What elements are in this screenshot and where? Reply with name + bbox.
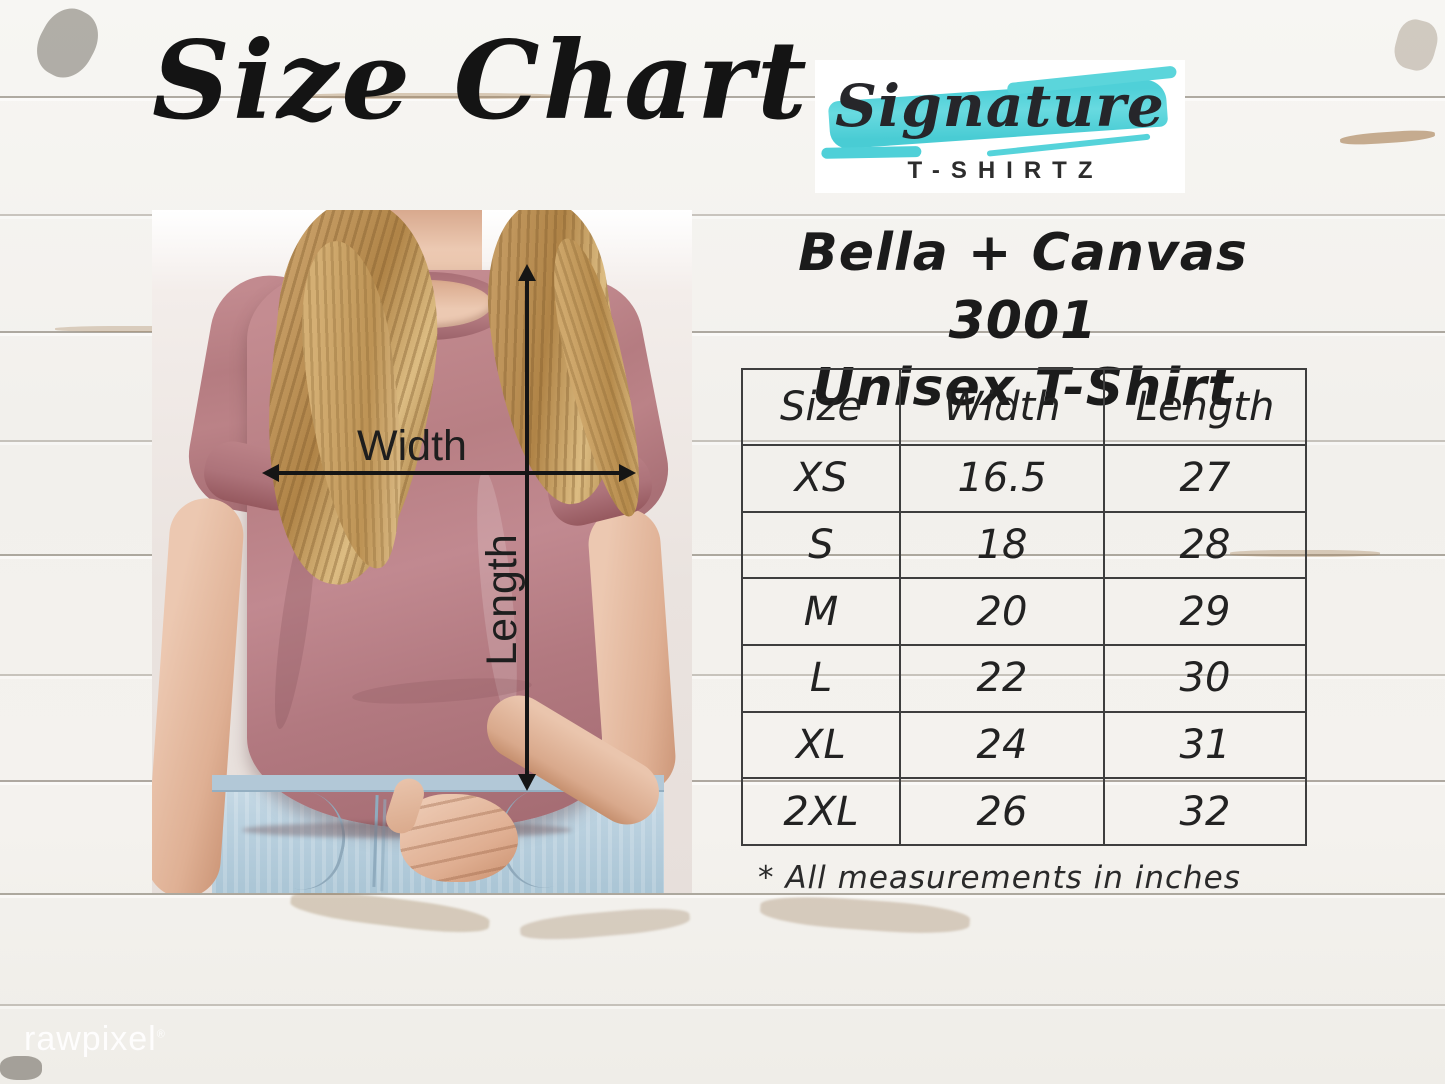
table-row: XL 24 31 [741, 710, 1307, 780]
column-header-width: Width [899, 368, 1105, 446]
brand-logo: Signature T-SHIRTZ [815, 60, 1185, 193]
size-table: Size Width Length XS 16.5 27 S 18 28 M 2… [741, 368, 1307, 846]
size-cell: L [741, 643, 901, 713]
size-cell: XL [741, 710, 901, 780]
brand-name: Signature [835, 72, 1165, 140]
wood-distress-mark [1390, 15, 1442, 75]
table-row: XS 16.5 27 [741, 444, 1307, 513]
width-cell: 20 [899, 577, 1105, 646]
table-row: S 18 28 [741, 510, 1307, 580]
width-cell: 16.5 [899, 444, 1105, 513]
length-cell: 27 [1103, 444, 1307, 513]
size-cell: M [741, 577, 901, 646]
size-table-header-row: Size Width Length [741, 368, 1307, 446]
column-header-size: Size [741, 368, 901, 446]
column-header-length: Length [1103, 368, 1307, 446]
page-title: Size Chart [152, 18, 810, 144]
length-cell: 29 [1103, 577, 1307, 646]
size-cell: 2XL [741, 777, 901, 846]
width-cell: 24 [899, 710, 1105, 780]
wood-distress-mark [289, 885, 491, 939]
table-row: 2XL 26 32 [741, 777, 1307, 846]
width-cell: 18 [899, 510, 1105, 580]
width-cell: 22 [899, 643, 1105, 713]
watermark-text: rawpixel [24, 1020, 157, 1058]
length-cell: 32 [1103, 777, 1307, 846]
tshirt-model-photo: Width Length [152, 210, 692, 893]
measurements-note: * All measurements in inches [758, 860, 1241, 896]
wood-plank-line [0, 1004, 1445, 1013]
wood-distress-mark [519, 904, 691, 944]
wood-distress-mark [1339, 128, 1436, 147]
watermark-mark: ® [156, 1028, 166, 1041]
rawpixel-watermark: rawpixel® [24, 1020, 166, 1059]
width-cell: 26 [899, 777, 1105, 846]
wood-distress-mark [26, 0, 109, 87]
wood-distress-mark [0, 1056, 42, 1080]
length-arrow-label: Length [478, 534, 526, 666]
table-row: M 20 29 [741, 577, 1307, 646]
length-cell: 30 [1103, 643, 1307, 713]
size-cell: S [741, 510, 901, 580]
length-cell: 31 [1103, 710, 1307, 780]
brand-subtitle: T-SHIRTZ [907, 157, 1104, 184]
width-measure-arrow [262, 464, 636, 482]
size-cell: XS [741, 444, 901, 513]
length-measure-arrow [518, 264, 536, 791]
length-cell: 28 [1103, 510, 1307, 580]
product-heading-line1: Bella + Canvas 3001 [798, 223, 1248, 351]
table-row: L 22 30 [741, 643, 1307, 713]
width-arrow-label: Width [357, 422, 467, 470]
wood-distress-mark [759, 892, 971, 938]
